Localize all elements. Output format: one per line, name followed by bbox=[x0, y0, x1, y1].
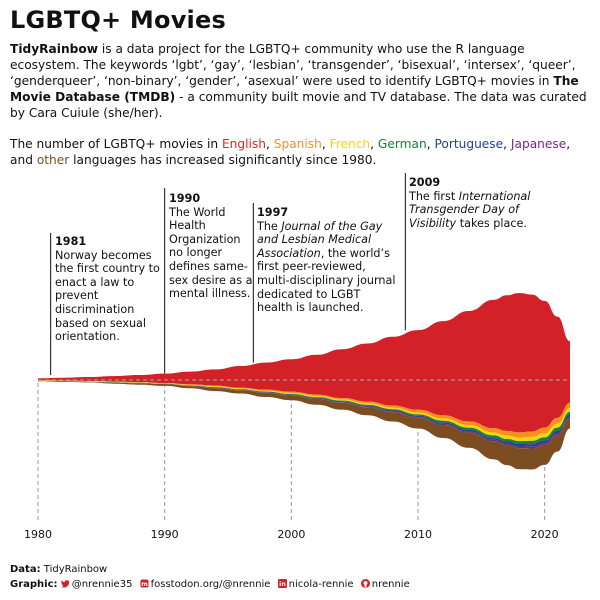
linkedin-handle[interactable]: nicola-rennie bbox=[288, 579, 354, 590]
language-english: English bbox=[221, 137, 266, 151]
x-tick-label: 2020 bbox=[531, 528, 559, 541]
brand-name: TidyRainbow bbox=[10, 42, 98, 56]
language-separator: , bbox=[321, 137, 330, 151]
annotation-pre: The bbox=[257, 219, 282, 233]
language-german: German bbox=[377, 137, 427, 151]
annotation-1990: 1990 The World Health Organization no lo… bbox=[169, 192, 253, 301]
language-separator: , and bbox=[10, 137, 571, 167]
annotation-year: 1997 bbox=[257, 206, 289, 219]
intro-text-2: - a community built movie and TV databas… bbox=[10, 90, 587, 120]
intro-paragraph: TidyRainbow is a data project for the LG… bbox=[10, 41, 592, 121]
annotation-1997: 1997 The Journal of the Gay and Lesbian … bbox=[257, 206, 399, 315]
mastodon-icon: m bbox=[140, 579, 149, 588]
language-separator: , bbox=[503, 137, 511, 151]
language-japanese: Japanese bbox=[510, 137, 567, 151]
annotation-year: 1981 bbox=[55, 235, 87, 248]
annotation-pre: The first bbox=[409, 189, 459, 203]
mastodon-handle[interactable]: fosstodon.org/@nrennie bbox=[150, 579, 271, 590]
x-tick-label: 1990 bbox=[151, 528, 179, 541]
annotation-text: takes place. bbox=[456, 216, 527, 230]
annotation-year: 2009 bbox=[409, 176, 441, 189]
subtitle-post: languages has increased significantly si… bbox=[69, 153, 377, 167]
annotation-year: 1990 bbox=[169, 192, 201, 205]
annotation-1981: 1981 Norway becomes the first country to… bbox=[55, 235, 163, 344]
svg-text:in: in bbox=[279, 581, 286, 588]
stream-other bbox=[38, 380, 570, 470]
x-tick-label: 2010 bbox=[404, 528, 432, 541]
stream-english bbox=[38, 293, 570, 433]
streamgraph-chart: 1980 1990 2000 2010 2020 bbox=[24, 173, 570, 541]
annotation-2009: 2009 The first International Transgender… bbox=[409, 176, 559, 230]
github-handle[interactable]: nrennie bbox=[371, 579, 410, 590]
language-list: English, Spanish, French, German, Portug… bbox=[10, 137, 570, 167]
annotation-italic: International Transgender Day of Visibil… bbox=[409, 189, 531, 230]
annotation-text: , the world’s first peer-reviewed, multi… bbox=[257, 246, 396, 315]
annotation-text: The World Health Organization no longer … bbox=[169, 205, 253, 301]
data-source: TidyRainbow bbox=[43, 564, 108, 575]
subtitle-pre: The number of LGBTQ+ movies in bbox=[10, 137, 222, 151]
language-other: other bbox=[36, 153, 70, 167]
data-label: Data: bbox=[10, 564, 41, 575]
twitter-icon bbox=[60, 580, 70, 588]
language-separator: , bbox=[265, 137, 274, 151]
github-icon bbox=[360, 579, 370, 588]
svg-text:m: m bbox=[141, 581, 148, 588]
page-title: LGBTQ+ Movies bbox=[10, 6, 226, 34]
language-french: French bbox=[329, 137, 371, 151]
intro-text-1: is a data project for the LGBTQ+ communi… bbox=[10, 42, 576, 88]
linkedin-icon: in bbox=[277, 579, 287, 588]
annotation-text: Norway becomes the first country to enac… bbox=[55, 248, 160, 344]
x-tick-label: 1980 bbox=[24, 528, 52, 541]
twitter-handle[interactable]: @nrennie35 bbox=[71, 579, 133, 590]
tmdb-name: The Movie Database (TMDB) bbox=[10, 74, 579, 104]
language-spanish: Spanish bbox=[273, 137, 322, 151]
language-separator: , bbox=[370, 137, 378, 151]
annotation-italic: Journal of the Gay and Lesbian Medical A… bbox=[257, 219, 383, 260]
language-portuguese: Portuguese bbox=[434, 137, 504, 151]
language-separator: , bbox=[426, 137, 435, 151]
x-tick-label: 2000 bbox=[277, 528, 305, 541]
graphic-label: Graphic: bbox=[10, 579, 58, 590]
subtitle: The number of LGBTQ+ movies in English, … bbox=[10, 136, 592, 168]
